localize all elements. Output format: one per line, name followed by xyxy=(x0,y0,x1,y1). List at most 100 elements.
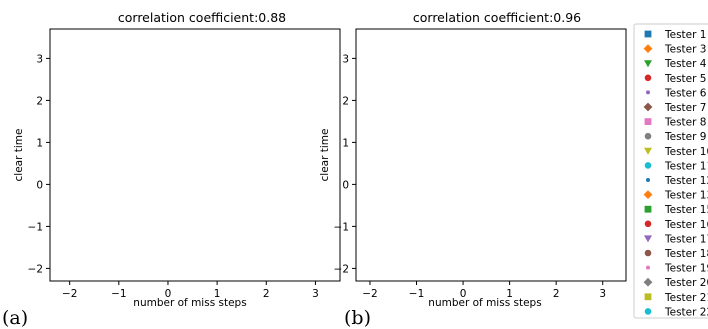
panel-a-y-tick-label: 2 xyxy=(36,95,43,107)
panel-b-y-tick-label: 1 xyxy=(342,137,349,149)
legend-entry: Tester 10 xyxy=(644,146,708,158)
panel-b-y-tick-label: 0 xyxy=(342,179,349,191)
legend-label: Tester 7 xyxy=(664,102,706,114)
legend-marker xyxy=(644,205,652,213)
legend-marker xyxy=(643,277,653,287)
legend-marker xyxy=(644,293,652,301)
panel-b-label: (b) xyxy=(344,307,371,329)
panel-a-x-tick-label: 2 xyxy=(263,288,270,300)
panel-a-x-tick-label: −1 xyxy=(111,288,126,300)
panel-b-x-tick-label: −1 xyxy=(409,288,424,300)
legend-marker xyxy=(643,102,653,112)
legend-label: Tester 6 xyxy=(664,87,707,99)
legend-entry: Tester 11 xyxy=(644,160,708,172)
panel-b-y-tick-label: 3 xyxy=(342,53,349,65)
legend-label: Tester 3 xyxy=(664,44,706,56)
legend-entry: Tester 12 xyxy=(646,175,708,187)
panel-a-x-tick-label: 1 xyxy=(214,288,221,300)
panel-a-chart: correlation coefficient:0.88 −2 −1 0 1 2 3 −2… xyxy=(2,10,341,329)
panel-b-x-tick-label: −2 xyxy=(362,288,377,300)
legend-items: Tester 1 Tester 3 Tester 4 Tester 5 Tester 6… xyxy=(643,29,708,318)
legend-entry: Tester 6 xyxy=(646,87,707,99)
panel-b-x-axis-label: number of miss steps xyxy=(428,297,541,309)
legend-entry: Tester 19 xyxy=(646,263,708,275)
legend-label: Tester 4 xyxy=(664,58,707,70)
panel-a-y-tick-label: 1 xyxy=(36,137,43,149)
legend-label: Tester 18 xyxy=(664,248,708,260)
panel-a-y-tick-label: 0 xyxy=(36,179,43,191)
panel-b-y-tick-label: −2 xyxy=(334,263,349,275)
legend-entry: Tester 20 xyxy=(643,277,708,289)
panel-b-y-tick-label: −1 xyxy=(334,221,349,233)
panel-b-y-tick-label: 2 xyxy=(342,95,349,107)
legend-entry: Tester 5 xyxy=(644,73,706,85)
legend-entry: Tester 16 xyxy=(644,219,708,231)
panel-a-plot-area xyxy=(49,28,341,282)
panel-a-x-tick-label: 3 xyxy=(312,288,319,300)
panel-a-label: (a) xyxy=(2,307,28,329)
legend-label: Tester 15 xyxy=(664,204,708,216)
panel-a-x-ticks: −2 −1 0 1 2 3 xyxy=(62,281,319,300)
panel-b-chart: correlation coefficient:0.96 −2 −1 0 1 2 3 −2… xyxy=(319,10,627,329)
legend-marker xyxy=(643,190,653,199)
legend-label: Tester 10 xyxy=(664,146,708,158)
legend: Tester 1 Tester 3 Tester 4 Tester 5 Tester 6… xyxy=(633,23,708,319)
legend-entry: Tester 7 xyxy=(643,102,706,114)
legend-marker xyxy=(644,132,652,140)
legend-marker xyxy=(646,90,650,95)
panel-b-x-tick-label: 1 xyxy=(506,288,513,300)
legend-entry: Tester 15 xyxy=(644,204,708,216)
legend-label: Tester 12 xyxy=(664,175,708,187)
legend-label: Tester 17 xyxy=(664,233,708,245)
legend-entry: Tester 17 xyxy=(644,233,708,245)
legend-marker xyxy=(644,220,652,228)
legend-marker xyxy=(646,178,650,182)
legend-entry: Tester 8 xyxy=(644,117,706,129)
legend-marker xyxy=(644,60,652,68)
panel-a-y-axis-label: clear time xyxy=(13,129,25,182)
legend-label: Tester 8 xyxy=(664,117,706,129)
panel-b-plot-area xyxy=(355,28,627,282)
legend-marker xyxy=(644,162,652,169)
panel-a-x-axis-label: number of miss steps xyxy=(133,297,246,309)
panel-a-y-tick-label: 3 xyxy=(36,53,43,65)
legend-marker xyxy=(644,118,652,125)
legend-entry: Tester 9 xyxy=(644,131,706,143)
legend-label: Tester 19 xyxy=(664,263,708,275)
legend-label: Tester 11 xyxy=(664,160,708,172)
legend-marker xyxy=(644,249,652,257)
legend-marker xyxy=(644,147,652,155)
legend-label: Tester 1 xyxy=(664,29,706,41)
panel-b-title: correlation coefficient:0.96 xyxy=(413,10,581,25)
legend-entry: Tester 22 xyxy=(644,306,708,318)
panel-a-y-tick-label: −2 xyxy=(28,263,43,275)
legend-box xyxy=(633,23,708,319)
legend-marker xyxy=(644,235,652,243)
legend-label: Tester 22 xyxy=(664,306,708,318)
legend-marker xyxy=(644,30,652,38)
panel-a-y-ticks: −2 −1 0 1 2 3 xyxy=(28,53,50,275)
panel-b-y-ticks: −2 −1 0 1 2 3 xyxy=(334,53,356,275)
legend-label: Tester 5 xyxy=(664,73,706,85)
legend-marker xyxy=(644,74,652,82)
legend-entry: Tester 13 xyxy=(643,190,708,202)
panel-a-x-tick-label: −2 xyxy=(62,288,77,300)
legend-entry: Tester 18 xyxy=(644,248,708,260)
legend-label: Tester 20 xyxy=(664,277,708,289)
panel-b-x-ticks: −2 −1 0 1 2 3 xyxy=(362,281,606,300)
legend-marker xyxy=(644,308,652,315)
panel-a-x-tick-label: 0 xyxy=(165,288,172,300)
legend-marker xyxy=(643,44,653,53)
legend-marker xyxy=(646,265,650,270)
legend-label: Tester 16 xyxy=(664,219,708,231)
legend-label: Tester 9 xyxy=(664,131,706,143)
legend-entry: Tester 1 xyxy=(644,29,706,41)
panel-b-x-tick-label: 3 xyxy=(599,288,606,300)
legend-label: Tester 21 xyxy=(664,292,708,304)
legend-label: Tester 13 xyxy=(664,190,708,202)
panel-b-x-tick-label: 0 xyxy=(460,288,467,300)
panel-b-x-tick-label: 2 xyxy=(553,288,560,300)
legend-entry: Tester 3 xyxy=(643,44,706,56)
panel-a-y-tick-label: −1 xyxy=(28,221,43,233)
